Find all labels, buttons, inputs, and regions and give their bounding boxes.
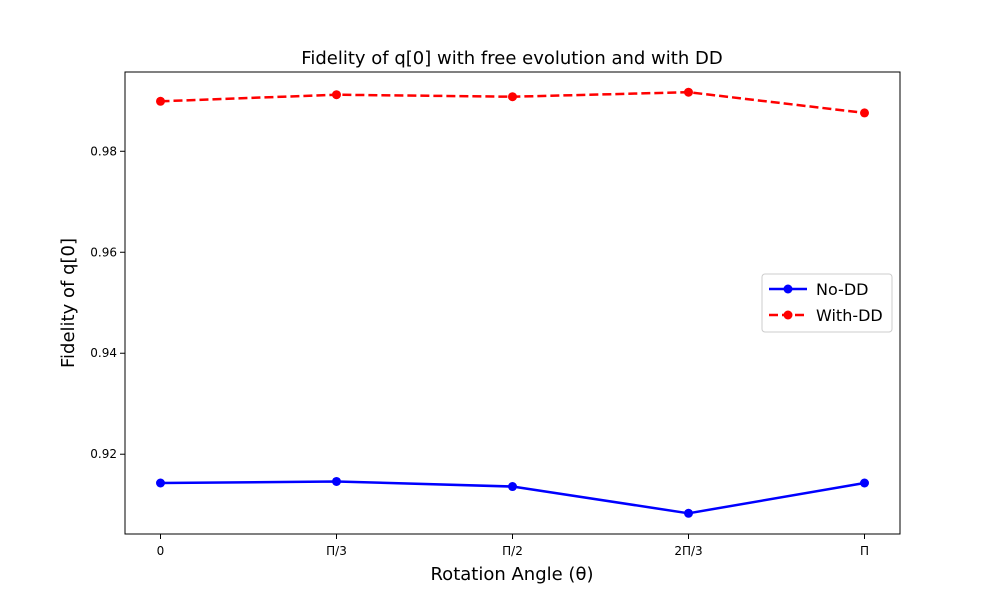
legend-marker-no-dd — [783, 284, 793, 294]
data-point-no-dd-3 — [684, 508, 693, 518]
data-point-with-dd-2 — [508, 92, 517, 102]
y-axis-label: Fidelity of q[0] — [58, 238, 79, 368]
x-tick-label: Π — [860, 544, 869, 558]
y-tick-label: 0.94 — [90, 346, 117, 360]
data-point-with-dd-3 — [684, 87, 693, 97]
data-point-no-dd-2 — [508, 482, 517, 492]
y-tick-label: 0.98 — [90, 144, 117, 158]
y-tick-label: 0.96 — [90, 245, 117, 259]
data-point-with-dd-4 — [860, 108, 869, 118]
legend-label-with-dd: With-DD — [816, 306, 883, 325]
plot-area: 0 Π/3 Π/2 2Π/3 Π 0.92 0.94 0.96 0.98 — [90, 71, 901, 558]
x-tick-label: Π/2 — [502, 544, 523, 558]
x-axis-label: Rotation Angle (θ) — [430, 564, 593, 585]
x-tick-label: 0 — [157, 544, 165, 558]
x-tick-label: Π/3 — [326, 544, 347, 558]
data-point-with-dd-0 — [156, 96, 165, 106]
chart-title: Fidelity of q[0] with free evolution and… — [301, 48, 722, 69]
legend-marker-with-dd — [783, 310, 793, 320]
data-point-no-dd-4 — [860, 478, 869, 488]
y-tick-label: 0.92 — [90, 447, 117, 461]
x-tick-label: 2Π/3 — [674, 544, 702, 558]
legend: No-DD With-DD — [761, 273, 893, 333]
legend-label-no-dd: No-DD — [816, 280, 868, 299]
data-point-no-dd-1 — [332, 476, 341, 486]
data-point-no-dd-0 — [156, 478, 165, 488]
data-point-with-dd-1 — [332, 90, 341, 100]
